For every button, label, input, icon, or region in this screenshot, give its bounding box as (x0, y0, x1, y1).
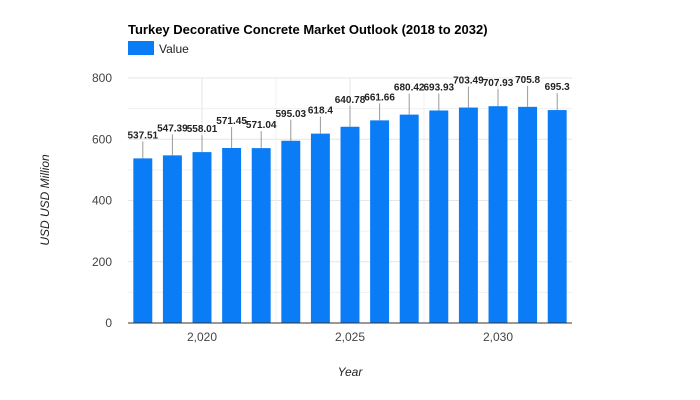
bar (458, 107, 478, 324)
data-label: 558.01 (187, 124, 218, 135)
bar (370, 120, 390, 323)
data-label: 571.04 (246, 120, 277, 131)
legend: Value (128, 41, 189, 56)
y-tick-label: 0 (105, 316, 112, 330)
data-label: 703.49 (453, 76, 484, 87)
data-label: 707.93 (483, 78, 514, 89)
data-label: 695.3 (545, 82, 570, 93)
y-tick-label: 400 (92, 194, 112, 208)
bar (222, 147, 242, 323)
bar (547, 110, 567, 323)
bar (310, 133, 330, 323)
x-tick-label: 2,020 (187, 330, 217, 344)
x-tick-label: 2,030 (483, 330, 513, 344)
data-label: 537.51 (128, 130, 159, 141)
data-label: 595.03 (276, 109, 307, 120)
bar (429, 110, 449, 323)
data-label: 571.45 (216, 116, 247, 127)
data-label: 680.42 (394, 83, 425, 94)
x-axis: 2,020 2,025 2,030 (128, 322, 572, 344)
bar-series (133, 106, 567, 324)
legend-swatch (128, 41, 154, 55)
bar (133, 158, 153, 323)
data-label: 618.4 (308, 106, 333, 117)
bar (281, 140, 301, 323)
x-axis-title: Year (338, 365, 364, 379)
y-tick-label: 200 (92, 255, 112, 269)
x-tick-label: 2,025 (335, 330, 365, 344)
bar (488, 106, 508, 323)
bar (162, 155, 182, 323)
legend-label: Value (159, 42, 189, 56)
y-tick-label: 600 (92, 132, 112, 146)
bar (399, 114, 419, 324)
data-label: 693.93 (424, 82, 455, 93)
data-label: 640.78 (335, 95, 366, 106)
data-label: 705.8 (515, 75, 540, 86)
y-axis: 0 200 400 600 800 (92, 71, 112, 330)
bar (518, 106, 538, 323)
y-axis-title: USD USD Million (38, 154, 52, 246)
data-label: 661.66 (364, 92, 395, 103)
bar (251, 148, 271, 323)
bar (192, 152, 212, 323)
y-tick-label: 800 (92, 71, 112, 85)
bar (340, 126, 360, 323)
chart-title: Turkey Decorative Concrete Market Outloo… (128, 22, 488, 37)
data-label: 547.39 (157, 123, 188, 134)
